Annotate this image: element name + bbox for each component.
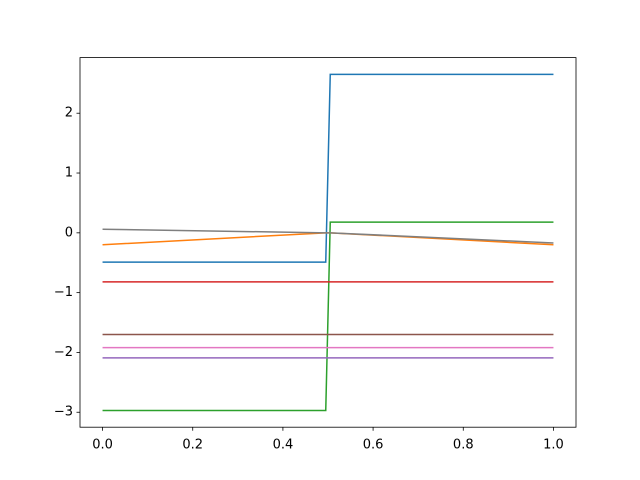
x-tick-label: 0.0 (92, 438, 113, 453)
y-tick-label: −2 (54, 345, 73, 360)
y-tick-label: 2 (65, 106, 73, 121)
line-series (102, 228, 554, 244)
line-series (102, 221, 554, 412)
x-tick-label: 0.8 (453, 438, 474, 453)
y-tick-label: −3 (54, 405, 73, 420)
x-tick-label: 0.6 (363, 438, 384, 453)
y-tick-label: 0 (65, 225, 73, 240)
x-tick-label: 0.2 (182, 438, 203, 453)
y-tick-label: −1 (54, 285, 73, 300)
x-tick-label: 1.0 (543, 438, 564, 453)
x-tick-label: 0.4 (273, 438, 294, 453)
line-series (102, 73, 554, 263)
axes-frame (79, 57, 577, 428)
y-tick-label: 1 (65, 166, 73, 181)
